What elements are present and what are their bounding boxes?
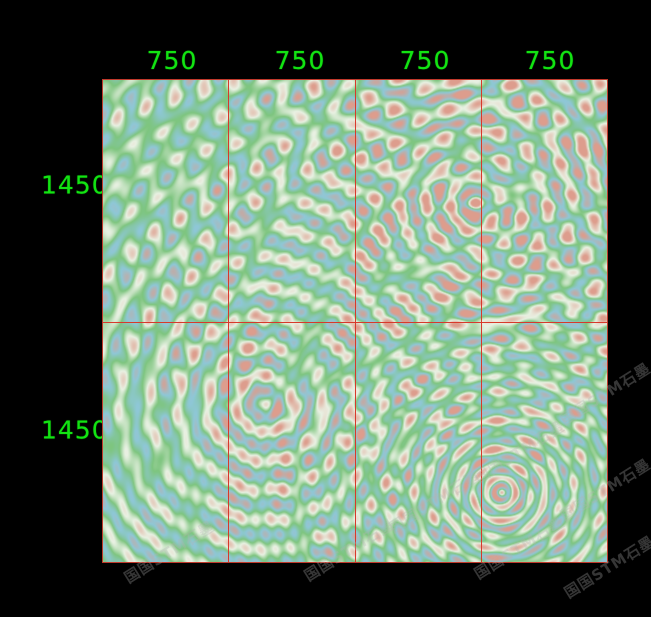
y-tick-label-2: 1450	[41, 415, 109, 445]
x-tick-label-3: 750	[399, 46, 451, 75]
grid-line-vertical-1	[228, 80, 229, 562]
heatmap-plot-area	[102, 79, 608, 563]
grid-line-vertical-3	[481, 80, 482, 562]
x-tick-label-1: 750	[146, 46, 198, 75]
grid-line-vertical-2	[355, 80, 356, 562]
y-tick-label-1: 1450	[41, 170, 109, 200]
grid-line-horizontal-1	[103, 322, 607, 323]
x-tick-label-4: 750	[524, 46, 576, 75]
x-tick-label-2: 750	[274, 46, 326, 75]
